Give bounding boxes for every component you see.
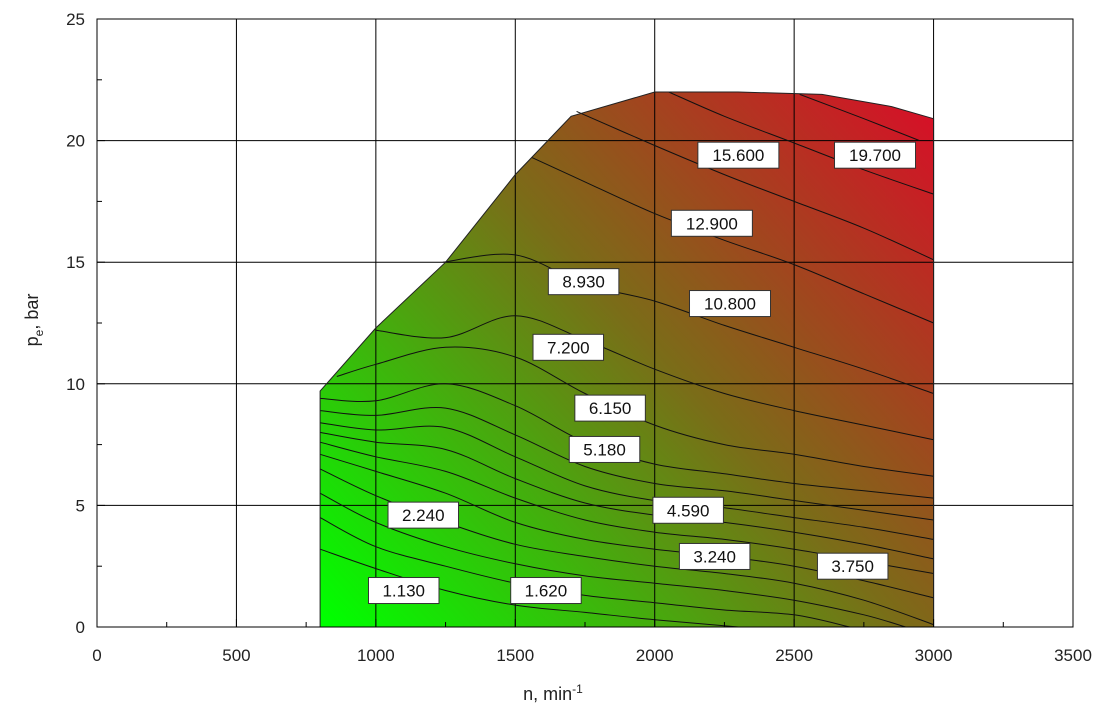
contour-label-text: 5.180 — [583, 440, 626, 459]
y-tick-label: 10 — [66, 375, 85, 394]
x-axis-title-sup: -1 — [572, 682, 583, 696]
contour-label: 7.200 — [532, 333, 605, 361]
y-tick-label: 15 — [66, 253, 85, 272]
contour-label: 10.800 — [689, 290, 772, 318]
contour-label-box — [367, 577, 440, 605]
contour-label: 19.700 — [834, 141, 917, 169]
x-tick-label: 1000 — [357, 646, 395, 665]
contour-label-text: 8.930 — [562, 273, 605, 292]
y-axis: 0 5 10 15 20 25 — [66, 10, 105, 637]
contour-label: 3.240 — [678, 542, 751, 570]
contour-label-box — [547, 268, 620, 296]
contour-line — [576, 110, 934, 261]
contour-line — [320, 431, 934, 560]
contour-label-box — [568, 435, 641, 463]
contour-label-box — [816, 552, 889, 580]
contour-label-box — [678, 542, 751, 570]
contour-label-text: 2.240 — [402, 506, 445, 525]
contour-line — [375, 315, 934, 441]
contour-line — [320, 406, 934, 521]
contour-label-text: 4.590 — [667, 501, 710, 520]
contour-label-text: 12.900 — [686, 214, 738, 233]
x-tick-label: 3000 — [915, 646, 953, 665]
contour-label-box — [670, 209, 753, 237]
x-tick-label: 0 — [92, 646, 101, 665]
x-tick-label: 500 — [222, 646, 250, 665]
contour-line — [668, 91, 934, 195]
y-tick-label: 5 — [76, 496, 85, 515]
y-tick-label: 20 — [66, 132, 85, 151]
contour-label: 12.900 — [670, 209, 753, 237]
x-tick-label: 3500 — [1054, 646, 1092, 665]
contour-label-text: 1.620 — [525, 582, 568, 601]
x-tick-label: 2500 — [775, 646, 813, 665]
x-axis: 0 500 1000 1500 2000 2500 3000 3500 — [92, 619, 1092, 665]
envelope-boundary — [319, 91, 935, 628]
contour-label: 3.750 — [816, 552, 889, 580]
y-tick-label: 0 — [76, 618, 85, 637]
contour-label-box — [834, 141, 917, 169]
y-axis-title: pe, bar — [22, 294, 46, 347]
contour-label-text: 3.750 — [831, 557, 874, 576]
contour-label: 2.240 — [387, 501, 460, 529]
contour-lines — [319, 91, 934, 628]
contour-label-box — [697, 141, 780, 169]
contour-line — [319, 517, 851, 628]
contour-label: 5.180 — [568, 435, 641, 463]
contour-line — [799, 93, 920, 142]
contour-label: 8.930 — [547, 268, 620, 296]
y-axis-title-rest: , bar — [22, 294, 42, 330]
contour-labels: 1.130 1.620 2.240 3.240 3.750 4.590 5.180 6.150… — [367, 141, 917, 605]
contour-label-text: 15.600 — [712, 146, 764, 165]
contour-label-box — [532, 333, 605, 361]
contour-label: 6.150 — [574, 394, 646, 422]
contour-label: 1.620 — [510, 577, 582, 605]
contour-line — [531, 157, 934, 324]
y-axis-title-sub: e — [32, 329, 46, 336]
contour-label-text: 6.150 — [589, 399, 632, 418]
contour-label-text: 3.240 — [693, 547, 736, 566]
contour-label-text: 1.130 — [382, 582, 425, 601]
contour-label-box — [510, 577, 582, 605]
contour-label-text: 10.800 — [704, 295, 756, 314]
contour-line — [320, 422, 934, 540]
x-tick-label: 2000 — [636, 646, 674, 665]
contour-label-text: 7.200 — [547, 338, 590, 357]
y-axis-title-main: p — [22, 336, 42, 346]
x-axis-title-main: n, min — [523, 684, 572, 704]
contour-label: 15.600 — [697, 141, 780, 169]
contour-label-box — [689, 290, 772, 318]
contour-label: 1.130 — [367, 577, 440, 605]
operating-envelope-fill — [320, 92, 934, 627]
x-tick-label: 1500 — [496, 646, 534, 665]
contour-line — [319, 492, 906, 628]
contour-label-box — [387, 501, 460, 529]
y-tick-label: 25 — [66, 10, 85, 29]
contour-label-box — [574, 394, 646, 422]
contour-label-text: 19.700 — [849, 146, 901, 165]
x-axis-title: n, min-1 — [523, 682, 583, 704]
contour-label-box — [652, 496, 724, 524]
contour-label: 4.590 — [652, 496, 724, 524]
